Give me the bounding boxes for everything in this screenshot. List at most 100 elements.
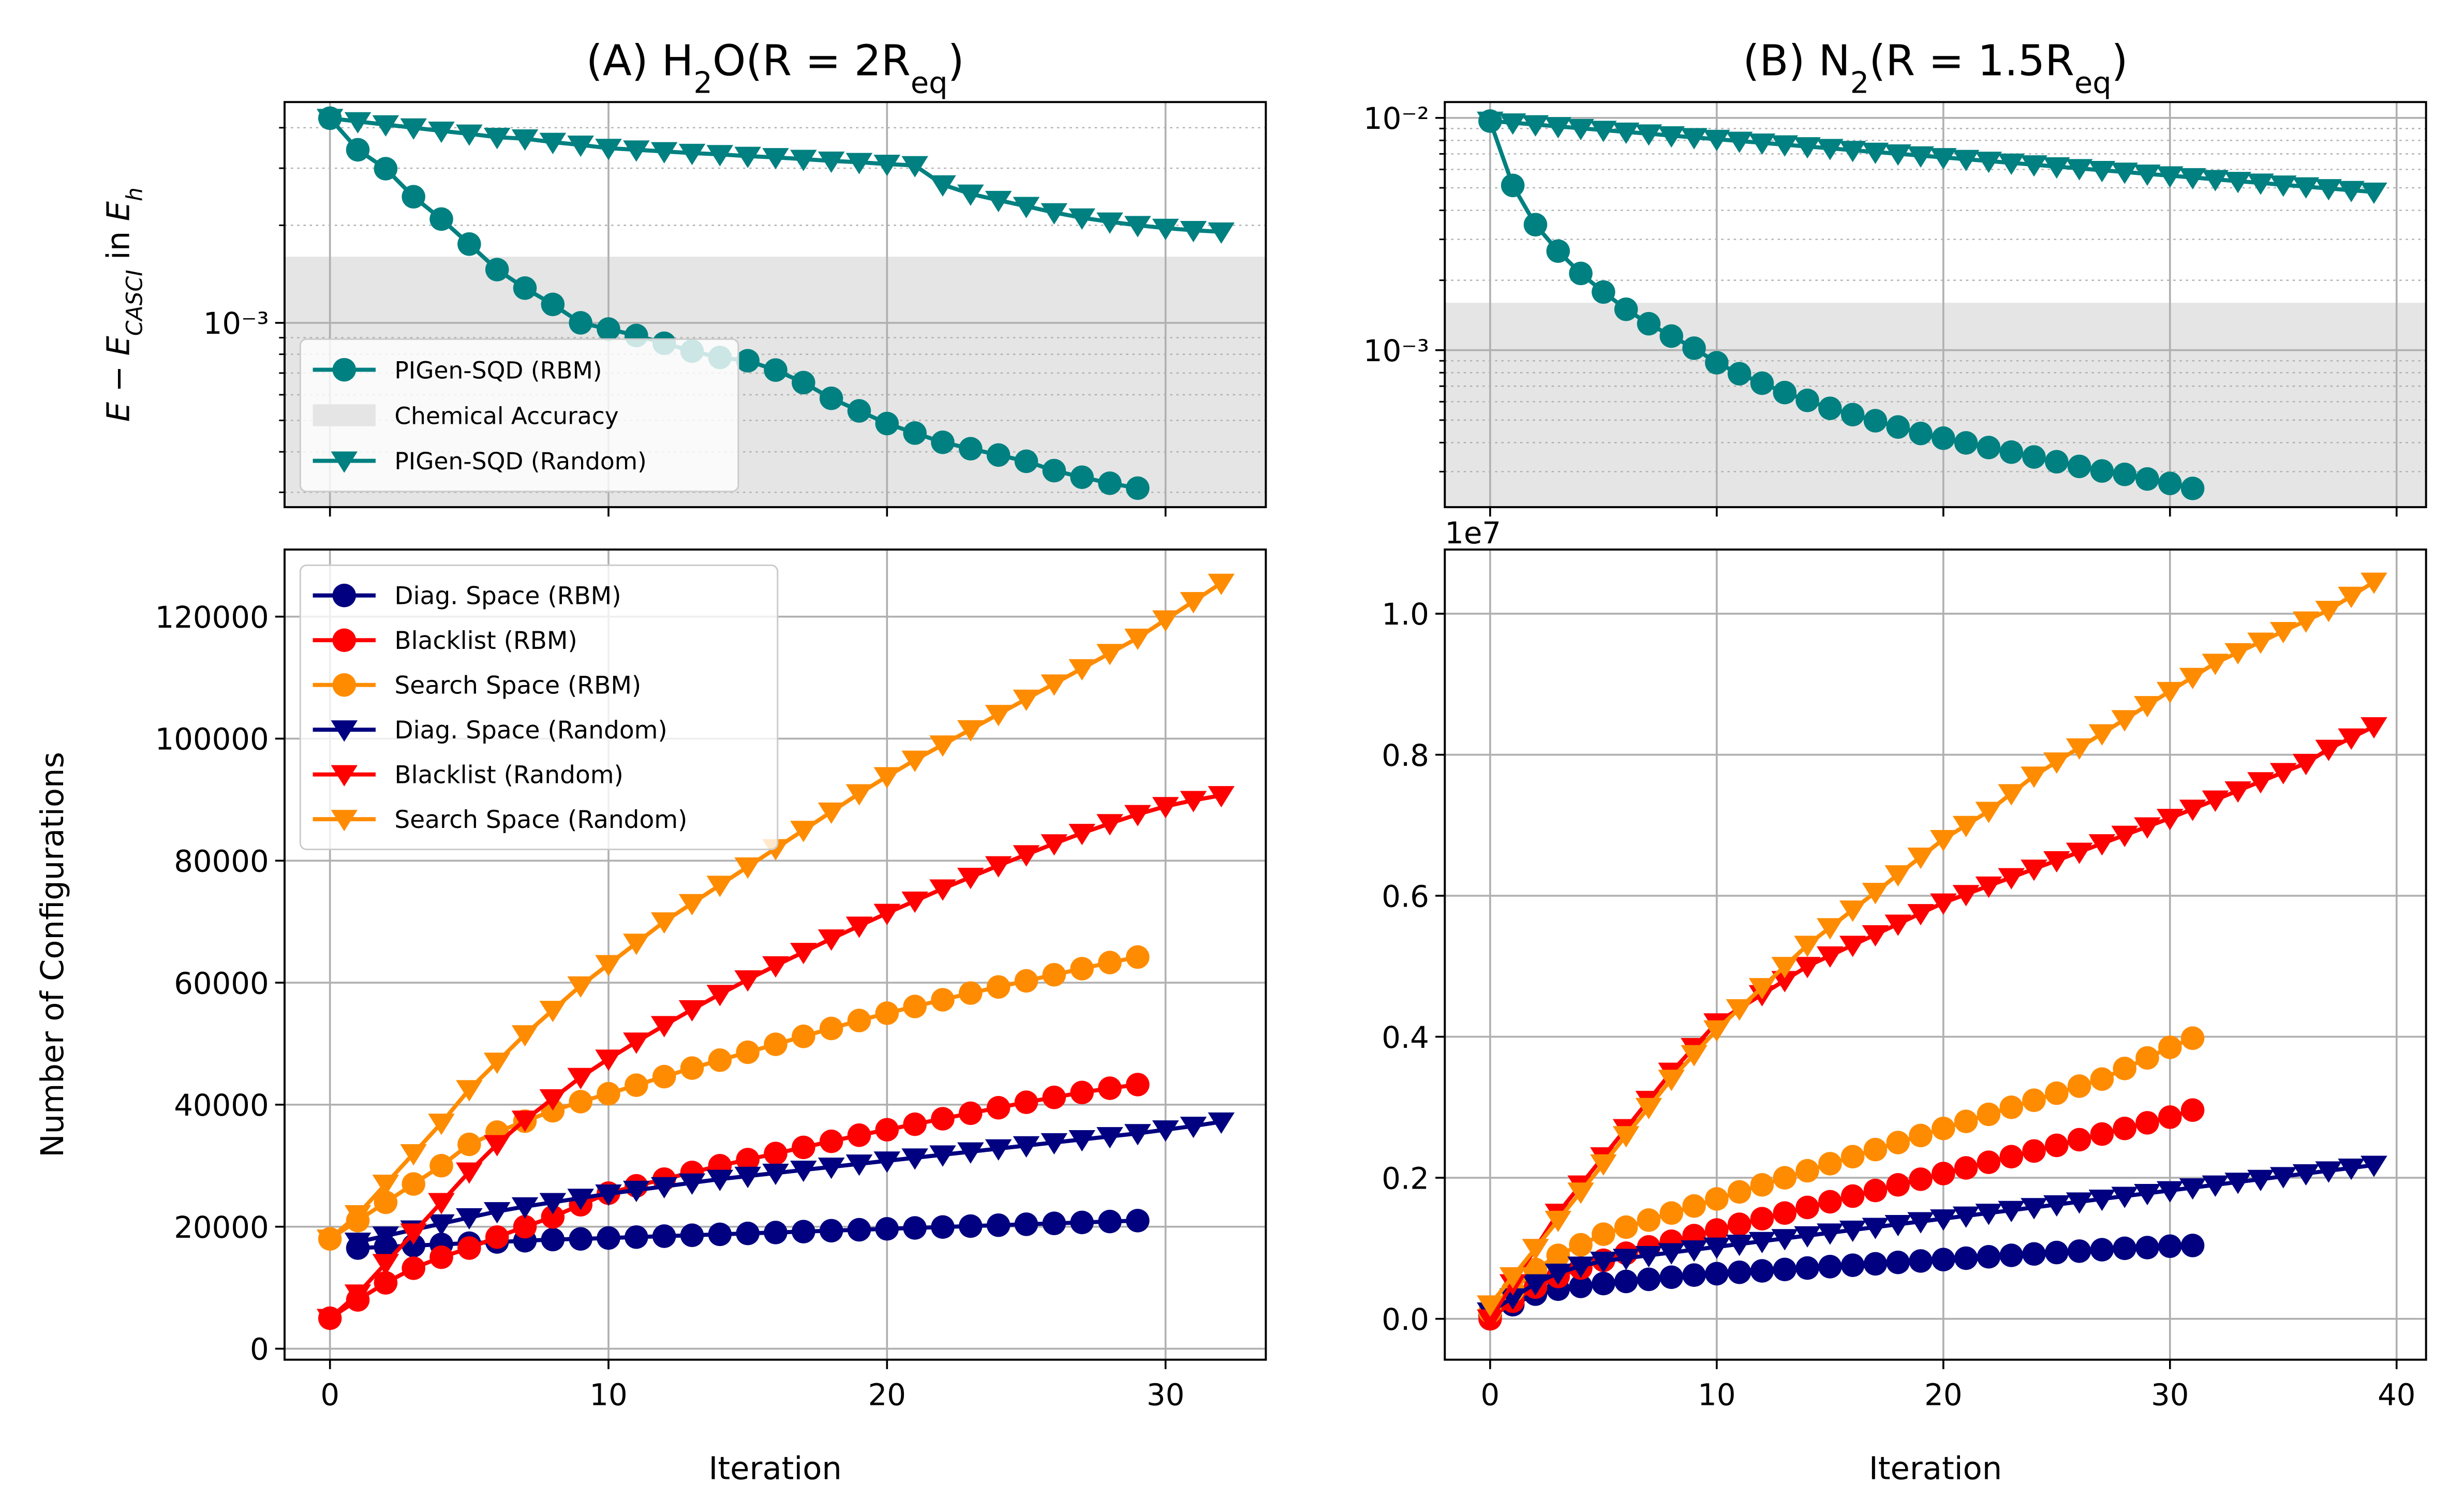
marker [819, 1129, 843, 1153]
marker [2066, 159, 2093, 181]
series [1478, 1026, 2205, 1324]
legend-marker [331, 810, 358, 832]
marker [1042, 1085, 1066, 1109]
marker [2202, 790, 2229, 812]
legend-marker [332, 583, 357, 607]
marker [1068, 659, 1095, 681]
marker [541, 1205, 565, 1229]
marker [1840, 403, 1865, 427]
marker [1907, 1212, 1934, 1234]
marker [428, 1193, 455, 1214]
marker [1545, 117, 1572, 139]
marker [2021, 155, 2047, 177]
marker [1907, 904, 1934, 926]
marker [903, 1112, 927, 1136]
marker [1840, 1184, 1865, 1208]
marker [569, 311, 592, 335]
marker [1930, 829, 1957, 852]
marker [818, 1158, 845, 1179]
marker [2179, 799, 2206, 821]
marker [1208, 786, 1235, 808]
marker [986, 1096, 1011, 1120]
marker [901, 750, 928, 772]
marker [1817, 918, 1844, 940]
marker [1726, 1235, 1753, 1256]
marker [569, 1227, 592, 1251]
marker [1569, 1233, 1593, 1257]
marker [1612, 1126, 1640, 1148]
marker [1862, 1218, 1889, 1239]
marker [845, 1154, 873, 1176]
marker [400, 118, 427, 140]
marker [1703, 1020, 1730, 1042]
marker [1658, 1243, 1685, 1265]
marker [2270, 622, 2297, 644]
y-tick-label: 0.4 [1382, 1020, 1429, 1055]
x-tick-label: 10 [1698, 1377, 1735, 1413]
marker [1477, 1309, 1504, 1331]
marker [1070, 465, 1094, 489]
marker [706, 985, 734, 1006]
marker [2360, 572, 2387, 594]
marker [2158, 1234, 2182, 1258]
marker [1152, 797, 1179, 819]
marker [625, 1225, 648, 1249]
marker [428, 1214, 455, 1236]
y-tick-label: 10⁻² [1363, 101, 1429, 136]
marker [2338, 1158, 2365, 1180]
legend-marker [331, 720, 358, 742]
marker [1013, 845, 1040, 867]
marker [2135, 1111, 2159, 1135]
marker [959, 1101, 983, 1125]
legend-label: Blacklist (RBM) [394, 627, 577, 655]
marker [1952, 816, 1980, 838]
legend-label: PIGen-SQD (RBM) [394, 357, 602, 384]
series-line [1490, 118, 2374, 194]
marker [1817, 946, 1844, 968]
marker [1098, 1209, 1122, 1234]
marker [706, 145, 734, 167]
marker [1126, 1209, 1150, 1233]
marker [1014, 969, 1038, 993]
legend-label: Blacklist (Random) [394, 761, 623, 789]
marker [903, 1216, 927, 1240]
marker [652, 1064, 676, 1089]
legend-marker [332, 673, 357, 697]
series-line [329, 1083, 1138, 1320]
marker [650, 1016, 678, 1037]
marker [764, 1142, 788, 1165]
marker [1727, 1212, 1751, 1236]
marker [2157, 809, 2184, 831]
marker [1614, 1269, 1638, 1294]
marker [2338, 728, 2365, 750]
marker [1681, 1045, 1707, 1066]
marker [483, 1135, 511, 1157]
marker [1840, 1145, 1865, 1168]
marker [2180, 477, 2205, 500]
marker [1098, 1076, 1122, 1100]
marker [764, 1032, 788, 1056]
marker [1748, 133, 1776, 155]
marker [374, 1190, 398, 1214]
marker [623, 933, 650, 955]
marker [344, 112, 372, 134]
marker [1042, 1211, 1066, 1235]
marker [762, 956, 789, 978]
marker [1041, 674, 1068, 696]
marker [1477, 1295, 1504, 1317]
marker [2180, 1026, 2205, 1050]
marker [2179, 1178, 2206, 1200]
marker [1592, 1222, 1615, 1246]
marker [1975, 802, 2002, 823]
marker [372, 1254, 399, 1276]
marker [1771, 1229, 1799, 1251]
marker [2270, 175, 2297, 197]
marker [873, 767, 901, 789]
series [318, 1073, 1150, 1330]
series [316, 109, 1235, 244]
marker [1862, 883, 1889, 905]
marker [2247, 772, 2274, 794]
marker [316, 109, 344, 130]
text-part: eq [2074, 65, 2112, 100]
marker [1637, 1267, 1661, 1292]
